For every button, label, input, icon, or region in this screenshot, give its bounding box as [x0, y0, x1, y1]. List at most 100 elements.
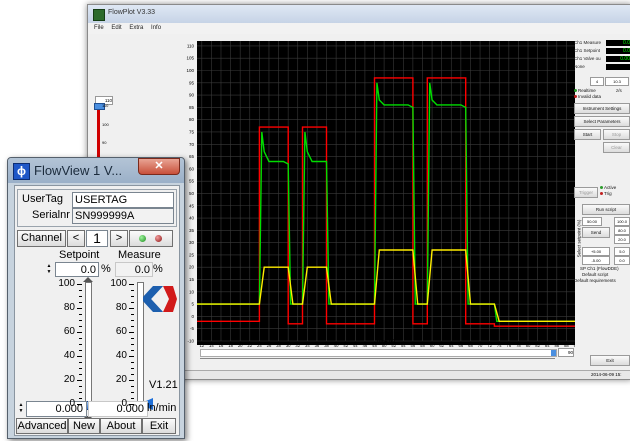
- flow-setpoint-input[interactable]: 0.000: [26, 401, 87, 417]
- brand-logo-icon: [143, 286, 177, 312]
- x-tick-label: 28: [276, 343, 281, 348]
- setpoint-slider-track[interactable]: [85, 282, 92, 407]
- menu-info[interactable]: Info: [151, 25, 162, 31]
- send-button[interactable]: Send: [582, 227, 610, 238]
- scale-minor-tick: [131, 290, 134, 291]
- x-tick-label: 48: [372, 343, 377, 348]
- scale-minor-tick: [131, 368, 134, 369]
- scale-tick-mark: [77, 284, 82, 285]
- series-line-2: [197, 82, 575, 322]
- instrument-settings-button[interactable]: Instrument Settings: [574, 103, 630, 114]
- scale-minor-tick: [79, 326, 82, 327]
- increment-side[interactable]: 5.0: [614, 247, 630, 256]
- channel-number[interactable]: 1: [86, 230, 108, 247]
- clear-button[interactable]: Clear: [603, 142, 630, 153]
- y-tick-label: 5: [191, 302, 194, 307]
- x-tick-label: 52: [391, 343, 396, 348]
- scale-tick-label: 100: [110, 278, 127, 289]
- x-tick-label: 50: [382, 343, 387, 348]
- trigger-option-trig[interactable]: Trig: [600, 191, 612, 196]
- increment-value[interactable]: -5.00: [582, 256, 610, 265]
- script-requirements[interactable]: Default requirements: [574, 278, 616, 283]
- left-tick-90: 90: [102, 140, 107, 145]
- scale-minor-tick: [131, 350, 134, 351]
- scale-tick-label: 40: [115, 350, 127, 361]
- scale-tick-label: 40: [63, 350, 75, 361]
- scale-minor-tick: [79, 392, 82, 393]
- stop-button[interactable]: Stop: [603, 129, 630, 140]
- flowview-titlebar[interactable]: ϕ FlowView 1 V... ✕: [8, 158, 184, 183]
- new-button[interactable]: New: [68, 418, 100, 434]
- legend-realtime: Realtime: [574, 88, 596, 93]
- start-button[interactable]: Start: [574, 129, 601, 140]
- about-button[interactable]: About: [100, 418, 142, 434]
- x-tick-label: 44: [353, 343, 358, 348]
- scale-minor-tick: [79, 374, 82, 375]
- measure-label: Measure: [118, 249, 161, 261]
- x-tick-label: 68: [468, 343, 473, 348]
- exit-button[interactable]: Exit: [142, 418, 176, 434]
- scale-tick-mark: [129, 308, 134, 309]
- y-tick-label: -10: [187, 339, 194, 344]
- x-tick-label: 22: [247, 343, 252, 348]
- y-tick-label: 95: [189, 80, 195, 85]
- scale-minor-tick: [79, 368, 82, 369]
- close-button[interactable]: ✕: [138, 158, 180, 175]
- channel-row-label: Ch1 Setpoint: [574, 48, 601, 53]
- serialnr-label: Serialnr: [32, 209, 70, 221]
- spin-b[interactable]: 10.3: [605, 77, 629, 86]
- x-tick-label: 46: [363, 343, 368, 348]
- setpoint-input[interactable]: 0.0: [55, 262, 99, 277]
- run-script-button[interactable]: Run script: [582, 204, 630, 215]
- usertag-field[interactable]: USERTAG: [72, 192, 174, 208]
- scale-minor-tick: [131, 374, 134, 375]
- setpoint-spin[interactable]: 50.00: [582, 217, 602, 226]
- preset-value[interactable]: 20.0: [614, 235, 630, 244]
- scale-tick-mark: [77, 356, 82, 357]
- y-tick-label: 100: [186, 68, 194, 73]
- x-tick-label: 64: [449, 343, 454, 348]
- scale-tick-mark: [129, 380, 134, 381]
- increment-side[interactable]: 0.0: [614, 256, 630, 265]
- time-scrollbar[interactable]: [200, 349, 557, 357]
- scale-minor-tick: [131, 302, 134, 303]
- menu-edit[interactable]: Edit: [111, 25, 122, 31]
- left-scale-slider-thumb[interactable]: [94, 103, 105, 110]
- x-tick-label: 58: [420, 343, 425, 348]
- x-tick-label: 14: [209, 343, 214, 348]
- increment-value[interactable]: +5.00: [582, 247, 610, 256]
- script-title: SP Ch1 (FlowDDE): [580, 266, 619, 271]
- setpoint-spinner-icon[interactable]: ▲ ▼: [46, 263, 52, 275]
- preset-value[interactable]: 100.0: [614, 217, 630, 226]
- script-default[interactable]: Default script: [582, 272, 609, 277]
- menu-file[interactable]: File: [94, 25, 104, 31]
- x-tick-label: 24: [257, 343, 262, 348]
- spin-a[interactable]: 4: [590, 77, 604, 86]
- flowplot-titlebar[interactable]: FlowPlot V3.33: [88, 5, 630, 23]
- preset-value[interactable]: 80.0: [614, 226, 630, 235]
- menu-extra[interactable]: Extra: [129, 25, 144, 31]
- time-scrollbar-thumb[interactable]: [551, 350, 556, 356]
- channel-label: Channel: [17, 230, 66, 247]
- scale-minor-tick: [131, 392, 134, 393]
- flow-chart[interactable]: 1101051009590858075706560555045403530252…: [88, 34, 575, 379]
- flow-unit: ln/min: [147, 402, 177, 414]
- y-tick-label: -5: [190, 326, 194, 331]
- y-tick-label: 75: [189, 129, 195, 134]
- advanced-button[interactable]: Advanced: [16, 418, 68, 434]
- channel-prev-button[interactable]: <: [67, 230, 85, 247]
- y-tick-label: 45: [189, 203, 195, 208]
- flow-spinner-icon[interactable]: ▲ ▼: [18, 402, 24, 414]
- channel-next-button[interactable]: >: [110, 230, 128, 247]
- channel-row-value: 0.00: [606, 56, 630, 62]
- scale-minor-tick: [79, 398, 82, 399]
- plot-exit-button[interactable]: Exit: [590, 355, 630, 366]
- scale-minor-tick: [131, 338, 134, 339]
- trigger-button[interactable]: Trigger: [574, 187, 598, 198]
- scale-minor-tick: [79, 362, 82, 363]
- trigger-option-active[interactable]: Active: [600, 185, 616, 190]
- select-parameters-button[interactable]: Select Parameters: [574, 116, 630, 127]
- y-tick-label: 70: [189, 142, 195, 147]
- x-range-spin[interactable]: 90: [558, 348, 574, 357]
- scale-minor-tick: [79, 290, 82, 291]
